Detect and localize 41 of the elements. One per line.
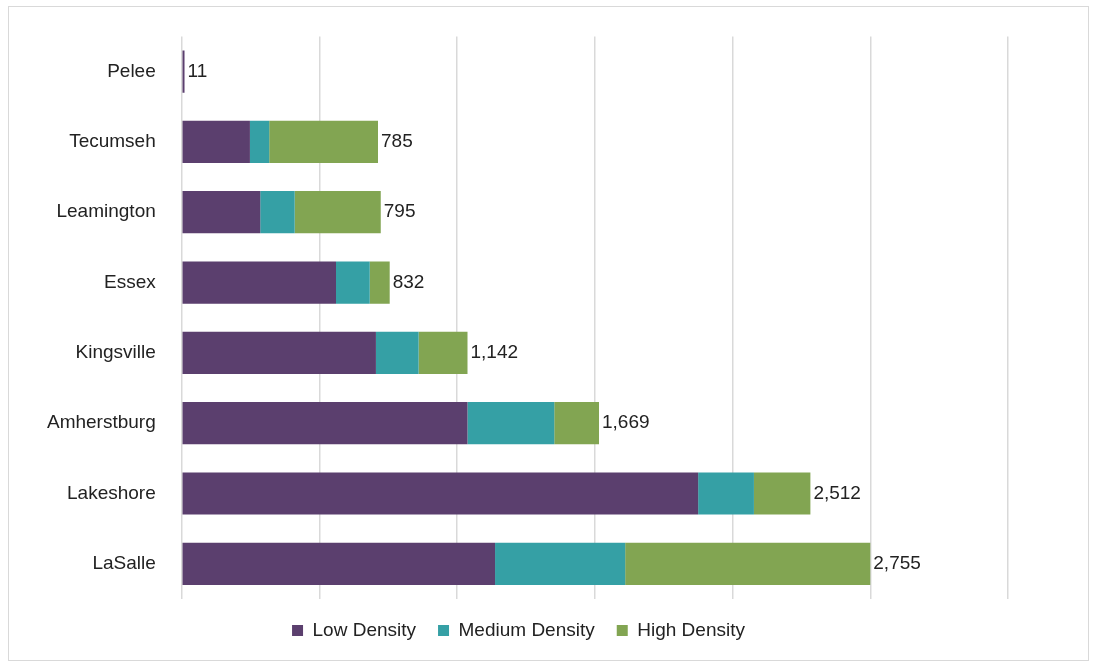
bar <box>495 542 626 585</box>
bar <box>418 331 468 374</box>
bar <box>260 191 295 234</box>
annotation: 795 <box>383 200 416 222</box>
bar <box>336 261 370 304</box>
annotation: 785 <box>381 130 413 152</box>
bar <box>182 50 185 93</box>
y-tick-label: Kingsville <box>75 341 156 363</box>
bar <box>375 331 419 374</box>
bar <box>625 542 871 585</box>
y-tick-label: Essex <box>104 270 157 292</box>
bar <box>182 542 496 585</box>
annotation: 1,142 <box>470 341 519 363</box>
y-tick-label: Tecumseh <box>69 130 156 152</box>
bar <box>182 261 336 304</box>
annotation: 11 <box>187 59 208 81</box>
bar <box>182 191 261 234</box>
legend-label: High Density <box>637 618 746 640</box>
bar <box>182 331 376 374</box>
bar <box>467 402 555 445</box>
legend-label: Medium Density <box>458 618 596 640</box>
bar <box>249 120 270 163</box>
bar <box>182 120 250 163</box>
legend-label: Low Density <box>312 618 417 640</box>
bar <box>554 402 600 445</box>
bar <box>182 472 699 515</box>
y-tick-label: Amherstburg <box>46 411 156 433</box>
bar <box>294 191 381 234</box>
y-tick-label: Lakeshore <box>67 481 156 503</box>
bar <box>269 120 378 163</box>
bar <box>753 472 811 515</box>
annotation: 832 <box>392 270 425 292</box>
y-tick-label: LaSalle <box>92 552 156 574</box>
annotation: 2,512 <box>813 481 861 503</box>
annotation: 1,669 <box>602 411 650 433</box>
y-tick-label: Pelee <box>107 59 156 81</box>
annotation: 2,755 <box>873 552 921 574</box>
bar <box>182 402 468 445</box>
y-tick-label: Leamington <box>56 200 156 222</box>
bar <box>369 261 390 304</box>
bar <box>698 472 754 515</box>
